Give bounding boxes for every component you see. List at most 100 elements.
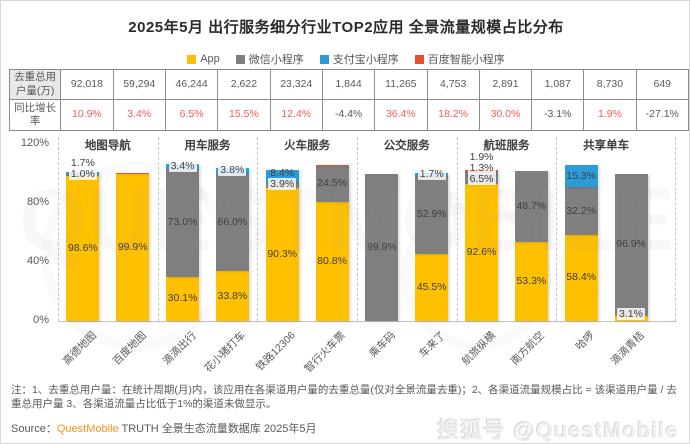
account-watermark: 搜狐号 @QuestMobile (437, 418, 679, 443)
segment-value-label: 53.3% (516, 275, 547, 288)
group-separator (58, 137, 59, 321)
x-axis-line (58, 321, 676, 322)
bar-segment-app (116, 173, 150, 321)
bar-segment-wechat-mini (166, 168, 200, 277)
segment-value-label: 1.7% (68, 157, 97, 170)
legend-label: 支付宝小程序 (332, 54, 399, 66)
segment-value-label: 52.9% (416, 208, 447, 221)
segment-value-label: 48.7% (516, 199, 547, 212)
bar-segment-baidu-mini (116, 172, 150, 174)
segment-value-label: 15.3% (566, 169, 597, 182)
y-axis-label: 80% (26, 196, 49, 208)
segment-value-label: 1.3% (467, 162, 496, 175)
legend-item-alipay-mini: 支付宝小程序 (319, 51, 399, 67)
segment-value-label: 30.1% (167, 292, 198, 305)
group-label: 航班服务 (483, 140, 530, 152)
group-separator (456, 137, 458, 321)
user-volume-table: 去重总用户量(万) 92,018 59,294 46,244 2,622 23,324 1,… (8, 69, 689, 131)
segment-value-label: 1.9% (467, 151, 496, 164)
growth-rate-cell: 1.9% (583, 99, 637, 131)
user-volume-cell: 59,294 (112, 69, 166, 100)
growth-rate-cell: 10.9% (60, 99, 114, 131)
legend-item-app: App (187, 53, 220, 65)
bar-segment-app (514, 242, 548, 321)
source-label: Source： (11, 423, 57, 435)
group-label: 公交服务 (383, 140, 430, 152)
legend-label: 百度智能小程序 (427, 54, 505, 66)
y-axis-label: 0% (33, 314, 49, 326)
segment-value-label: 24.5% (317, 177, 347, 190)
segment-value-label: 1.7% (417, 168, 446, 181)
segment-value-label: 3.1% (617, 307, 645, 320)
segment-value-label: 99.9% (117, 240, 148, 253)
segment-value-label: 3.8% (218, 164, 247, 177)
user-volume-cell: 1,087 (531, 69, 585, 100)
group-label: 地图导航 (84, 140, 131, 152)
table-row: 去重总用户量(万) 92,018 59,294 46,244 2,622 23,324 1,… (8, 69, 689, 100)
growth-rate-cell: 6.5% (164, 99, 219, 131)
user-volume-cell: 46,244 (164, 69, 219, 100)
bar-segment-app (215, 271, 249, 321)
page-title: 2025年5月 出行服务细分行业TOP2应用 全景流量规模占比分布 (128, 19, 564, 36)
group-separator (157, 137, 159, 321)
growth-rate-cell: 18.2% (426, 99, 480, 131)
bar-segment-wechat-mini (215, 173, 249, 272)
source-line: Source：QuestMobile TRUTH 全景生态流量数据库 2025年… (11, 420, 316, 436)
bar-segment-app (415, 253, 449, 321)
footnote: 注：1、去重总用户量：在统计周期(月)内，该应用在各渠道用户量的去重总量(仅对全… (11, 384, 677, 411)
growth-rate-cell: -27.1% (635, 99, 689, 131)
segment-value-label: 99.9% (366, 240, 397, 253)
bar-segment-alipay-mini (564, 164, 598, 188)
bar-segment-wechat-mini (415, 175, 449, 254)
segment-value-label: 8.4% (270, 167, 295, 180)
legend-swatch-wechat-mini (235, 54, 245, 64)
bar-segment-app (66, 175, 100, 321)
bar-segment-app (564, 234, 598, 321)
user-volume-cell: 649 (635, 69, 689, 100)
segment-value-label: 32.2% (566, 204, 597, 217)
segment-value-label: 1.0% (68, 168, 97, 181)
growth-rate-cell: 12.4% (269, 99, 323, 131)
segment-value-label: 3.9% (268, 178, 297, 191)
bar-segment-wechat-mini (315, 165, 349, 202)
chart-legend: App 微信小程序 支付宝小程序 百度智能小程序 (1, 51, 689, 67)
bar-segment-app (265, 187, 299, 321)
growth-rate-cell: 30.0% (478, 99, 533, 131)
bar-segment-wechat-mini (614, 173, 648, 317)
legend-swatch-baidu-mini (414, 54, 424, 64)
growth-rate-cell: 15.5% (217, 99, 271, 131)
segment-value-label: 96.9% (616, 238, 646, 251)
segment-value-label: 80.8% (317, 254, 347, 267)
growth-rate-cell: 36.4% (374, 99, 428, 131)
group-separator (675, 137, 676, 321)
segment-value-label: 90.3% (267, 247, 298, 260)
table-row: 同比增长率 10.9% 3.4% 6.5% 15.5% 12.4% -4.4% 36.4% 18… (8, 99, 689, 131)
growth-rate-cell: -3.1% (531, 99, 585, 131)
group-label: 用车服务 (184, 140, 231, 152)
growth-rate-cell: 3.4% (112, 99, 166, 131)
segment-value-label: 98.6% (68, 241, 98, 254)
source-brand: QuestMobile (56, 423, 119, 435)
legend-swatch-alipay-mini (319, 54, 329, 64)
user-volume-cell: 11,265 (374, 69, 428, 100)
user-volume-cell: 8,730 (583, 69, 637, 100)
user-volume-cell: 1,844 (321, 69, 376, 100)
bar-segment-wechat-mini (365, 173, 399, 321)
bar-segment-app (315, 201, 349, 321)
group-label: 共享单车 (583, 140, 630, 152)
row-header: 同比增长率 (8, 99, 62, 131)
user-volume-cell: 23,324 (269, 69, 323, 100)
legend-label: 微信小程序 (248, 54, 304, 66)
group-separator (556, 137, 558, 321)
segment-value-label: 6.5% (467, 173, 496, 186)
group-label: 火车服务 (284, 140, 331, 152)
y-axis-label: 40% (26, 255, 49, 267)
user-volume-cell: 92,018 (60, 69, 114, 100)
bar-segment-app (166, 276, 200, 321)
legend-label: App (200, 53, 220, 65)
segment-value-label: 58.4% (566, 271, 597, 284)
user-volume-cell: 2,891 (478, 69, 533, 100)
group-separator (356, 137, 358, 321)
